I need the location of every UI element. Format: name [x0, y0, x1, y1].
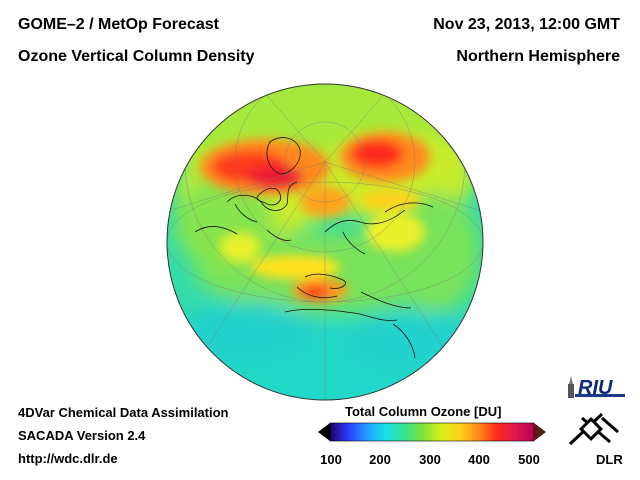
colorbar-tick-400: 400 [468, 452, 490, 467]
colorbar-tick-300: 300 [419, 452, 441, 467]
title-line-1: GOME–2 / MetOp Forecast [18, 16, 219, 33]
dlr-logo: DLR [568, 412, 623, 467]
colorbar-gradient [329, 422, 535, 442]
colorbar-title: Total Column Ozone [DU] [345, 404, 502, 419]
ozone-globe-map [166, 83, 484, 401]
colorbar-tick-500: 500 [518, 452, 540, 467]
riu-logo-text: RIU [578, 377, 613, 399]
colorbar-min-arrow [318, 423, 330, 441]
dlr-logo-text: DLR [596, 452, 623, 467]
footer-assimilation: 4DVar Chemical Data Assimilation [18, 405, 229, 420]
colorbar-tick-100: 100 [320, 452, 342, 467]
colorbar-max-arrow [534, 423, 546, 441]
colorbar [318, 422, 546, 442]
footer-url[interactable]: http://wdc.dlr.de [18, 451, 118, 466]
colorbar-tick-200: 200 [369, 452, 391, 467]
hemisphere-label: Northern Hemisphere [456, 48, 620, 65]
riu-logo: RIU [568, 376, 625, 399]
footer-version: SACADA Version 2.4 [18, 428, 146, 443]
forecast-date: Nov 23, 2013, 12:00 GMT [433, 16, 620, 33]
title-line-2: Ozone Vertical Column Density [18, 48, 255, 65]
riu-logo-tower [568, 384, 574, 398]
